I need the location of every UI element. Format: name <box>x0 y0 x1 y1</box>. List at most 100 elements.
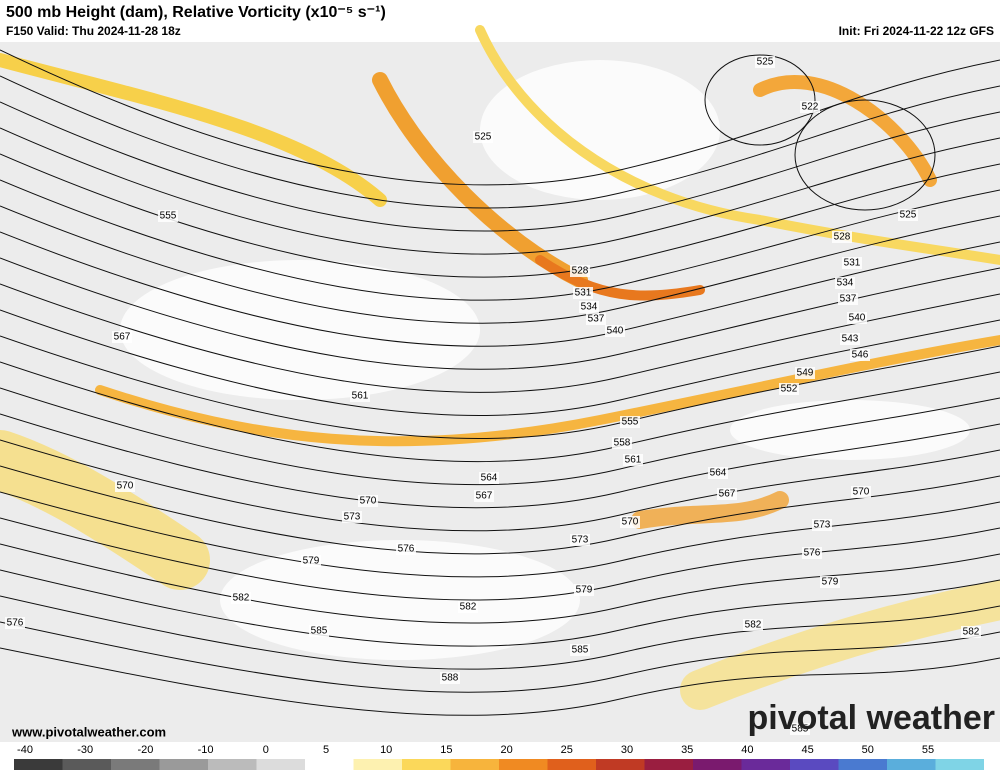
contour-label: 582 <box>745 620 762 631</box>
contour-label: 573 <box>814 520 831 531</box>
contour-label: 558 <box>614 438 631 449</box>
colorbar-swatch <box>838 759 887 770</box>
logo: pivotal weather <box>747 699 995 737</box>
contour-label: 546 <box>852 350 869 361</box>
contour-label: 531 <box>575 288 592 299</box>
label-bg <box>158 210 178 222</box>
init-time: Init: Fri 2024-11-22 12z GFS <box>839 24 994 38</box>
contour-label: 537 <box>588 314 605 325</box>
colorbar-swatch <box>547 759 596 770</box>
contour-line <box>0 101 1000 232</box>
label-bg <box>301 555 321 567</box>
contour-label: 567 <box>114 332 131 343</box>
contour-line <box>0 387 1000 486</box>
label-bg <box>623 454 643 466</box>
label-bg <box>231 592 251 604</box>
colorbar-swatch <box>499 759 548 770</box>
label-bg <box>620 516 640 528</box>
contour-label: 570 <box>853 487 870 498</box>
colorbar-tick-label: 30 <box>621 744 633 756</box>
label-bg <box>605 325 625 337</box>
colorbar-swatch <box>935 759 984 770</box>
contour-label: 525 <box>757 57 774 68</box>
colorbar-tick-label: 40 <box>741 744 753 756</box>
label-bg <box>574 584 594 596</box>
contour-label: 561 <box>625 455 642 466</box>
contour-line <box>0 543 1000 624</box>
label-bg <box>898 209 918 221</box>
contour-label: 567 <box>476 491 493 502</box>
contour-label: 534 <box>581 302 598 313</box>
colorbar-tick-label: 50 <box>862 744 874 756</box>
contour-label: 576 <box>398 544 415 555</box>
colorbar-swatch <box>208 759 257 770</box>
colorbar-tick-label: 20 <box>500 744 512 756</box>
label-bg <box>458 601 478 613</box>
contour-label: 522 <box>802 102 819 113</box>
map: 5255225255255555285285315315345345375375… <box>0 25 1000 742</box>
colorbar-swatch <box>305 759 354 770</box>
colorbar-swatch <box>353 759 402 770</box>
contour-line <box>0 569 1000 647</box>
colorbar-tick-label: 15 <box>440 744 452 756</box>
label-bg <box>5 617 25 629</box>
contour-label: 561 <box>352 391 369 402</box>
contour-label: 534 <box>837 278 854 289</box>
contour-label: 525 <box>475 132 492 143</box>
colorbar-tick-label: -40 <box>17 744 33 756</box>
contour-label: 543 <box>842 334 859 345</box>
label-bg <box>820 576 840 588</box>
contour-line <box>0 361 1000 463</box>
colorbar-tick-label: -30 <box>77 744 93 756</box>
colorbar-tick-label: 55 <box>922 744 934 756</box>
colorbar-tick-label: 10 <box>380 744 392 756</box>
label-bg <box>440 672 460 684</box>
contour-line <box>0 231 1000 347</box>
label-bg <box>832 231 852 243</box>
contour-label: 582 <box>233 593 250 604</box>
label-bg <box>790 723 810 735</box>
label-bg <box>802 547 822 559</box>
label-bg <box>812 519 832 531</box>
colorbar-tick-label: 0 <box>263 744 269 756</box>
contour-label: 579 <box>303 556 320 567</box>
label-bg <box>961 626 981 638</box>
contour-line <box>0 257 1000 370</box>
label-bg <box>717 488 737 500</box>
contour-line <box>0 647 1000 716</box>
contour-line <box>0 75 1000 209</box>
contour-label: 564 <box>710 468 727 479</box>
colorbar-swatch <box>596 759 645 770</box>
label-bg <box>835 277 855 289</box>
colorbar-tick-label: 45 <box>801 744 813 756</box>
contour-label: 555 <box>622 417 639 428</box>
contour-label: 573 <box>572 535 589 546</box>
label-bg <box>342 511 362 523</box>
label-bg <box>620 416 640 428</box>
label-bg <box>708 467 728 479</box>
colorbar-swatch <box>111 759 160 770</box>
label-bg <box>840 333 860 345</box>
colorbar-tick-label: 35 <box>681 744 693 756</box>
contour-line <box>0 621 1000 693</box>
colorbar-swatch <box>62 759 111 770</box>
label-bg <box>612 437 632 449</box>
label-bg <box>586 313 606 325</box>
contour-label: 585 <box>792 724 809 735</box>
label-bg <box>573 287 593 299</box>
contour-label: 570 <box>117 481 134 492</box>
label-bg <box>850 349 870 361</box>
contour-label: 555 <box>160 211 177 222</box>
label-bg <box>474 490 494 502</box>
contour-label: 528 <box>834 232 851 243</box>
label-bg <box>579 301 599 313</box>
label-bg <box>838 293 858 305</box>
label-bg <box>842 257 862 269</box>
label-bg <box>350 390 370 402</box>
contour-label: 582 <box>963 627 980 638</box>
contour-label: 540 <box>607 326 624 337</box>
colorbar-swatch <box>450 759 499 770</box>
contour-label: 579 <box>576 585 593 596</box>
contour-line <box>0 127 1000 255</box>
